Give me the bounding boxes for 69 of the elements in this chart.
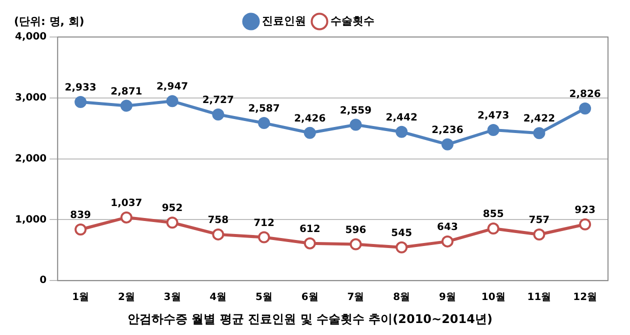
- x-tick-label: 5월: [256, 292, 273, 304]
- point: [120, 211, 132, 224]
- data-label: 855: [482, 209, 504, 220]
- point: [441, 138, 454, 150]
- point: [304, 126, 316, 139]
- point: [258, 117, 270, 130]
- x-tick-label: 9월: [438, 292, 456, 304]
- x-tick-label: 7월: [347, 292, 364, 304]
- y-tick-label: 4,000: [14, 32, 47, 43]
- data-label: 2,871: [110, 86, 142, 98]
- point: [579, 218, 592, 230]
- data-label: 1,037: [110, 198, 142, 210]
- text: (단위: 명, 회): [14, 14, 84, 28]
- x-tick-label: 11월: [527, 292, 552, 304]
- data-label: 758: [208, 215, 229, 226]
- data-label: 2,727: [202, 95, 234, 106]
- x-tick-label: 4월: [210, 292, 227, 304]
- data-label: 923: [574, 204, 596, 216]
- data-label: 712: [254, 218, 274, 229]
- data-label: 757: [528, 215, 550, 226]
- data-label: 839: [70, 210, 92, 222]
- data-label: 2,559: [340, 105, 372, 116]
- legend-label: 진료인원: [262, 14, 306, 28]
- data-label: 596: [345, 224, 366, 236]
- data-label: 2,422: [523, 114, 556, 125]
- data-label: 2,236: [432, 125, 464, 136]
- point: [74, 224, 87, 236]
- data-label: 2,947: [156, 82, 188, 93]
- legend-label: 수술횟수: [330, 14, 374, 28]
- point: [212, 228, 224, 240]
- x-tick-label: 8월: [393, 292, 410, 304]
- data-label: 643: [437, 222, 458, 234]
- point: [74, 96, 87, 108]
- point: [396, 241, 408, 254]
- y-tick-label: 3,000: [14, 92, 47, 104]
- point: [441, 235, 454, 248]
- point: [212, 108, 224, 121]
- point: [579, 102, 592, 114]
- data-label: 2,442: [386, 112, 418, 124]
- point: [487, 222, 500, 235]
- point: [533, 228, 546, 240]
- point: [166, 95, 178, 108]
- x-tick-label: 2월: [118, 292, 135, 304]
- data-label: 545: [391, 228, 412, 240]
- data-label: 952: [162, 203, 183, 214]
- data-label: 2,826: [569, 89, 601, 100]
- point: [350, 118, 362, 131]
- y-tick-label: 0: [40, 275, 47, 286]
- point: [396, 126, 408, 138]
- y-tick-label: 1,000: [14, 214, 47, 226]
- y-tick-label: 2,000: [14, 153, 47, 164]
- point: [166, 216, 178, 229]
- data-label: 612: [299, 224, 320, 235]
- data-label: 2,426: [294, 113, 326, 124]
- point: [304, 237, 316, 250]
- x-tick-label: 6월: [301, 292, 318, 304]
- data-label: 2,473: [478, 110, 510, 122]
- point: [487, 124, 500, 136]
- data-label: 2,587: [248, 104, 280, 115]
- data-label: 2,933: [64, 82, 96, 94]
- x-tick-label: 3월: [164, 292, 181, 304]
- x-tick-label: 10월: [481, 292, 506, 304]
- point: [533, 127, 546, 140]
- point: [258, 231, 270, 244]
- point: [350, 238, 362, 250]
- text: 안검하수증 월별 평균 진료인원 및 수술횟수 추이(2010~2014년): [128, 312, 492, 326]
- point: [120, 100, 132, 112]
- x-tick-label: 1월: [72, 292, 90, 304]
- x-tick-label: 12월: [573, 292, 598, 304]
